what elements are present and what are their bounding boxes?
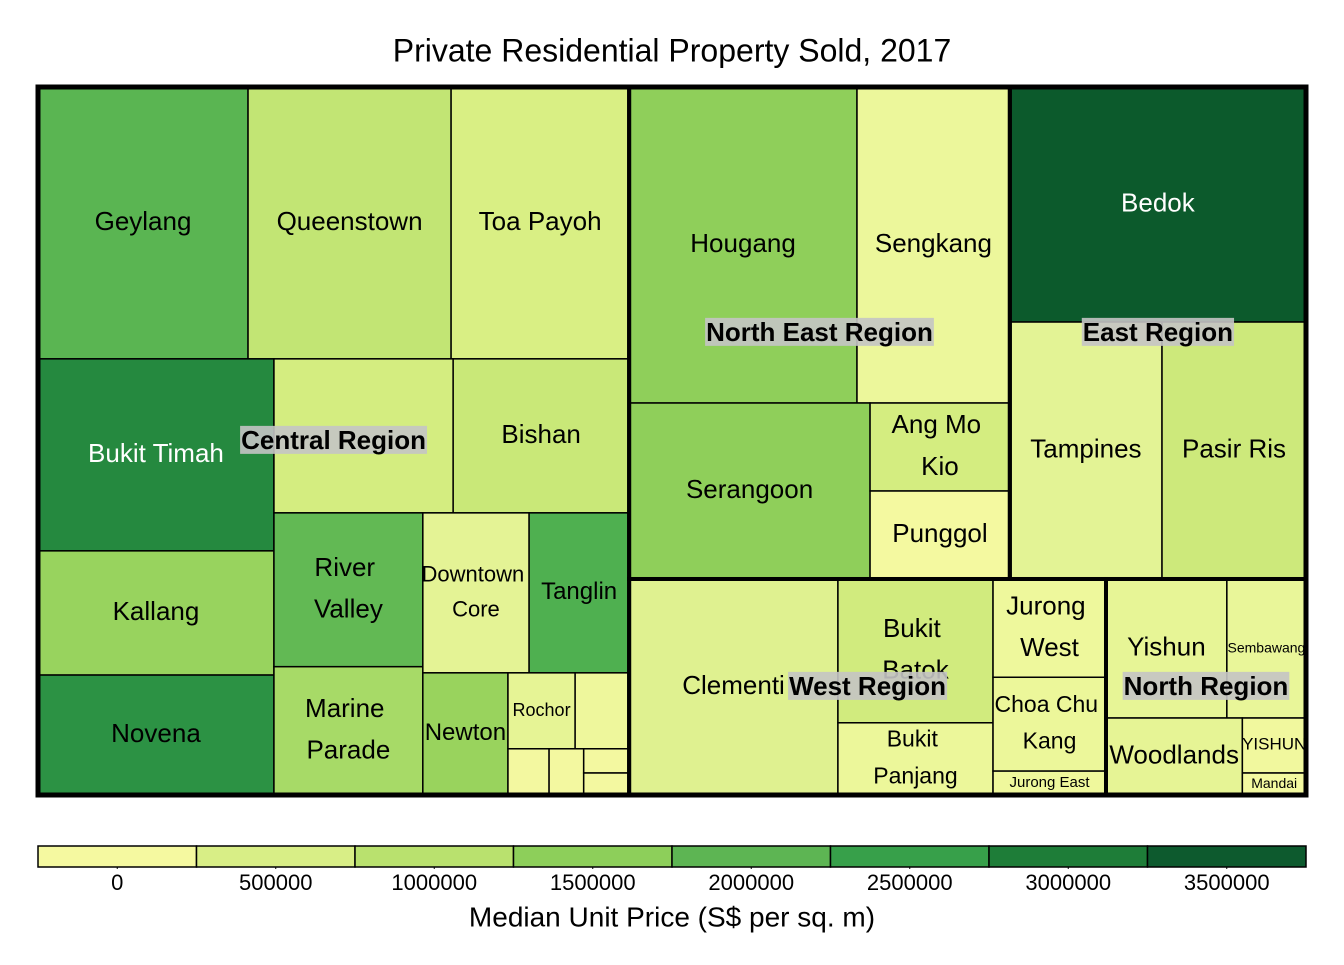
colorbar-tick-label: 3000000 xyxy=(1025,870,1111,895)
cell-label: Toa Payoh xyxy=(479,206,602,236)
cell xyxy=(1009,86,1307,323)
cell-label: Serangoon xyxy=(686,474,813,504)
cell-label: Geylang xyxy=(95,206,192,236)
cell xyxy=(869,490,1011,580)
cell xyxy=(1161,321,1307,580)
cell xyxy=(247,86,452,360)
cell-label: Sengkang xyxy=(875,228,992,258)
colorbar-bin xyxy=(37,845,198,868)
cell xyxy=(856,86,1011,404)
colorbar-tick-label: 1500000 xyxy=(550,870,636,895)
region-label-bg xyxy=(1081,317,1235,346)
cell-label: Clementi xyxy=(682,670,785,700)
cell-label: Sembawang xyxy=(1228,639,1306,655)
cell xyxy=(574,672,630,750)
colorbar-tick-label: 2500000 xyxy=(867,870,953,895)
cell-label: Woodlands xyxy=(1109,739,1239,769)
cell-label: Tanglin xyxy=(541,578,617,605)
cell-label: Punggol xyxy=(892,518,987,548)
colorbar-bin xyxy=(988,845,1149,868)
cell-label: Rochor xyxy=(513,700,571,720)
cell xyxy=(37,86,249,360)
cell xyxy=(837,722,994,796)
cell-label: Bedok xyxy=(1121,187,1196,217)
cell xyxy=(273,665,424,796)
cell-label: Mandai xyxy=(1251,775,1297,791)
colorbar-tick-label: 500000 xyxy=(239,870,312,895)
region-label: West Region xyxy=(789,671,946,701)
cell xyxy=(628,86,858,404)
cell xyxy=(37,674,275,796)
cell-label: Hougang xyxy=(690,228,796,258)
colorbar-tick-label: 3500000 xyxy=(1184,870,1270,895)
cell-label: Bishan xyxy=(501,419,581,449)
cell xyxy=(37,358,275,552)
cell xyxy=(273,512,424,668)
cell xyxy=(452,358,630,514)
colorbar-tick-label: 1000000 xyxy=(391,870,477,895)
cell xyxy=(548,748,585,796)
cell xyxy=(628,402,871,580)
cell-label: River Valley xyxy=(314,552,383,624)
region-label: Central Region xyxy=(241,425,426,455)
cell-label: Queenstown xyxy=(277,206,423,236)
region-label-bg xyxy=(1122,671,1290,700)
cell xyxy=(422,672,509,796)
colorbar-bin xyxy=(829,845,990,868)
cell-label: Downtown Core xyxy=(422,561,531,621)
colorbar-title: Median Unit Price (S$ per sq. m) xyxy=(469,901,875,932)
region-labels: Central Region North East Region East Regi… xyxy=(240,317,1290,701)
cell-label: Bukit Timah xyxy=(88,438,224,468)
region-label-bg xyxy=(788,671,948,700)
cell-label: Kallang xyxy=(113,596,200,626)
cell xyxy=(507,748,550,796)
cell-label: Novena xyxy=(111,718,201,748)
cell-label: Bukit Panjang xyxy=(873,726,957,789)
cell-label: Marine Parade xyxy=(305,693,392,765)
colorbar-bin xyxy=(195,845,356,868)
cell-label: Yishun xyxy=(1127,631,1206,661)
cell xyxy=(1105,717,1244,796)
region-label: North East Region xyxy=(706,317,933,347)
chart-title: Private Residential Property Sold, 2017 xyxy=(393,32,952,68)
cell-labels: Geylang Queenstown Toa Payoh Bukit Timah Kal… xyxy=(88,187,1306,791)
cell-label: Tampines xyxy=(1030,433,1141,463)
plot-border xyxy=(35,84,1309,798)
colorbar-bin xyxy=(354,845,515,868)
cell xyxy=(837,578,994,724)
colorbar-tick-label: 2000000 xyxy=(708,870,794,895)
cell-label: YISHUN xyxy=(1242,735,1306,754)
cell xyxy=(422,512,530,674)
colorbar-bin xyxy=(1146,845,1307,868)
region-label-bg xyxy=(240,425,428,454)
colorbar-bin xyxy=(671,845,832,868)
region-label: East Region xyxy=(1083,317,1233,347)
region-label-bg xyxy=(705,317,934,346)
cell-label: Choa Chu Kang xyxy=(995,691,1105,754)
cell xyxy=(37,550,275,676)
cell xyxy=(582,772,630,796)
colorbar-bin xyxy=(512,845,673,868)
colorbar-tick-label: 0 xyxy=(111,870,123,895)
cell-label: Jurong West xyxy=(1006,590,1093,662)
cell xyxy=(992,676,1107,772)
cell-label: Ang Mo Kio xyxy=(892,409,989,481)
cell-label: Pasir Ris xyxy=(1182,433,1286,463)
region-label: North Region xyxy=(1124,671,1289,701)
cell xyxy=(582,748,630,774)
cell-label: Jurong East xyxy=(1009,774,1090,791)
cell-label: Newton xyxy=(425,719,506,746)
